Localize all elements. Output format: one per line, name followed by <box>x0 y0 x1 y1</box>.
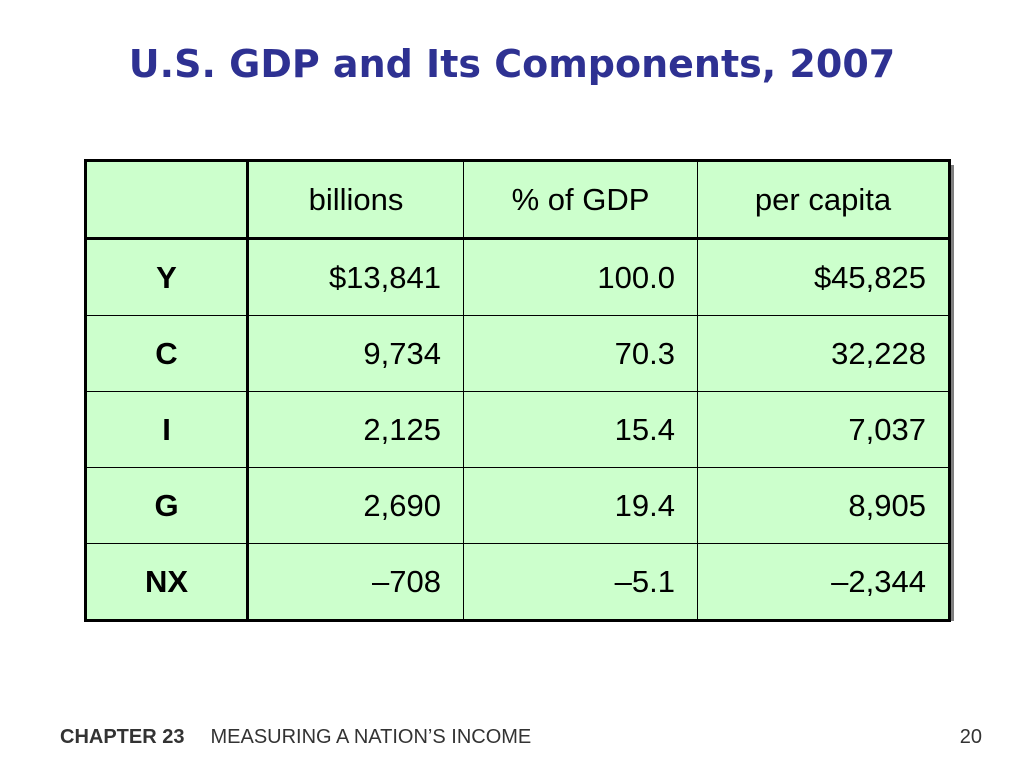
gdp-components-table: billions % of GDP per capita Y $13,841 1… <box>84 159 951 622</box>
per-capita-cell: $45,825 <box>697 238 951 316</box>
pct-gdp-cell: 19.4 <box>463 467 698 544</box>
header-cell-empty <box>84 159 249 240</box>
table-row: I 2,125 15.4 7,037 <box>84 391 951 468</box>
pct-gdp-cell: –5.1 <box>463 543 698 622</box>
billions-cell: 2,690 <box>247 467 464 544</box>
per-capita-cell: 32,228 <box>697 315 951 392</box>
table-row: G 2,690 19.4 8,905 <box>84 467 951 544</box>
row-label: C <box>84 315 249 392</box>
billions-cell: 9,734 <box>247 315 464 392</box>
slide-title: U.S. GDP and Its Components, 2007 <box>128 42 896 86</box>
table-row: C 9,734 70.3 32,228 <box>84 315 951 392</box>
footer-chapter: CHAPTER 23 <box>60 726 185 748</box>
header-cell-per-capita: per capita <box>697 159 951 240</box>
header-cell-pct-gdp: % of GDP <box>463 159 698 240</box>
pct-gdp-cell: 15.4 <box>463 391 698 468</box>
header-cell-billions: billions <box>247 159 464 240</box>
page-number: 20 <box>959 726 982 748</box>
billions-cell: 2,125 <box>247 391 464 468</box>
pct-gdp-cell: 70.3 <box>463 315 698 392</box>
row-label: G <box>84 467 249 544</box>
table-row: NX –708 –5.1 –2,344 <box>84 543 951 622</box>
per-capita-cell: 7,037 <box>697 391 951 468</box>
footer-subject: MEASURING A NATION’S INCOME <box>210 726 532 748</box>
billions-cell: $13,841 <box>247 238 464 316</box>
pct-gdp-cell: 100.0 <box>463 238 698 316</box>
slide-footer: CHAPTER 23 MEASURING A NATION’S INCOME <box>60 726 531 749</box>
row-label: NX <box>84 543 249 622</box>
row-label: I <box>84 391 249 468</box>
per-capita-cell: –2,344 <box>697 543 951 622</box>
table-row: Y $13,841 100.0 $45,825 <box>84 238 951 316</box>
table-header-row: billions % of GDP per capita <box>84 159 951 240</box>
billions-cell: –708 <box>247 543 464 622</box>
row-label: Y <box>84 238 249 316</box>
per-capita-cell: 8,905 <box>697 467 951 544</box>
